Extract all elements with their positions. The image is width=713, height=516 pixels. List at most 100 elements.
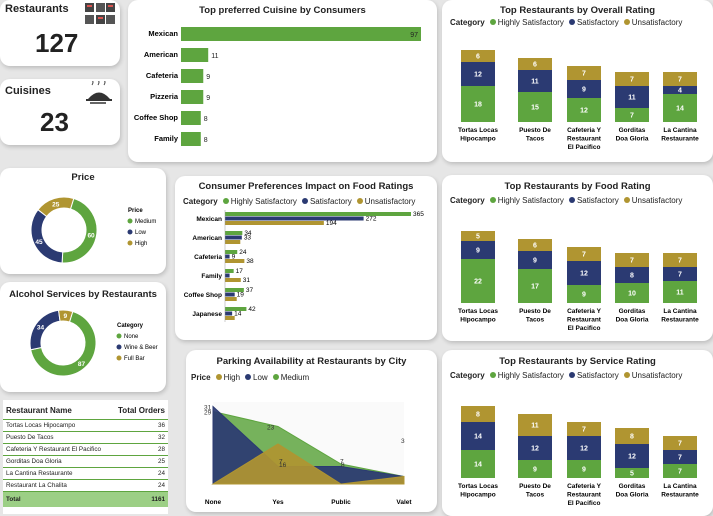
table-row[interactable]: Tortas Locas Hipocampo 36 xyxy=(3,420,168,432)
stacked-value-label: 5 xyxy=(476,234,480,241)
stacked-x-label: Tacos xyxy=(526,492,545,499)
pref-bar xyxy=(225,250,238,254)
stacked-x-label: Hipocampo xyxy=(460,317,495,324)
parking-value-label: 31 xyxy=(204,405,212,412)
donut-legend-dot xyxy=(116,333,122,339)
pref-bar xyxy=(225,235,242,240)
stacked-value-label: 11 xyxy=(676,290,684,297)
stacked-x-label: Gorditas xyxy=(619,483,646,490)
col-total-orders[interactable]: Total Orders xyxy=(118,406,165,415)
stacked-bar-segment xyxy=(518,58,552,70)
stacked-x-label: Puesto De xyxy=(519,308,551,315)
stacked-bar-segment xyxy=(518,251,552,269)
table-row[interactable]: Restaurant La Chalita 24 xyxy=(3,480,168,492)
consumer-pref-title: Consumer Preferences Impact on Food Rati… xyxy=(198,181,414,192)
pref-value-label: 365 xyxy=(413,211,424,218)
price-title: Price xyxy=(71,172,95,183)
stacked-value-label: 7 xyxy=(678,272,682,279)
food-rating-card: Top Restaurants by Food Rating Category … xyxy=(442,175,713,341)
stacked-x-label: Restaurante xyxy=(661,317,699,324)
stacked-value-label: 11 xyxy=(531,79,539,86)
stacked-value-label: 11 xyxy=(628,95,636,102)
pref-bar xyxy=(225,273,230,278)
table-row[interactable]: Cafeteria Y Restaurant El Pacifico 28 xyxy=(3,444,168,456)
row-total-orders: 24 xyxy=(157,470,165,477)
stacked-bar-segment xyxy=(663,267,697,281)
stacked-x-label: Restaurant xyxy=(567,492,602,499)
donut-value-label: 45 xyxy=(35,239,43,246)
consumer-pref-card: Consumer Preferences Impact on Food Rati… xyxy=(175,176,437,340)
stacked-bar-segment xyxy=(461,450,495,478)
service-rating-chart: 14 14 8 Tortas Locas Hipocampo 9 12 11 Puesto De… xyxy=(458,406,699,507)
pref-bar xyxy=(225,311,233,316)
stacked-bar-segment xyxy=(663,281,697,303)
total-value: 1161 xyxy=(151,496,165,503)
pref-bar xyxy=(225,297,237,301)
stacked-value-label: 10 xyxy=(628,291,636,298)
pref-category-label: Cafeteria xyxy=(194,254,222,261)
stacked-bar-segment xyxy=(615,267,649,283)
stacked-bar-segment xyxy=(518,70,552,92)
stacked-bar-segment xyxy=(615,468,649,478)
cloche-icon xyxy=(86,81,112,104)
service-rating-title: Top Restaurants by Service Rating xyxy=(499,356,656,367)
stacked-bar-segment xyxy=(461,231,495,241)
stacked-x-label: El Pacifico xyxy=(568,500,601,507)
row-restaurant-name: Tortas Locas Hipocampo xyxy=(6,422,76,429)
stacked-bar-segment xyxy=(518,269,552,303)
table-row[interactable]: La Cantina Restaurante 24 xyxy=(3,468,168,480)
stacked-x-label: Cafeteria Y xyxy=(567,483,602,490)
donut-value-label: 60 xyxy=(87,232,95,239)
pref-value-label: 17 xyxy=(236,268,244,275)
stacked-bar-segment xyxy=(518,436,552,460)
stacked-bar-segment xyxy=(518,239,552,251)
stacked-value-label: 9 xyxy=(582,467,586,474)
consumer-pref-legend: Category Highly Satisfactory Satisfactor… xyxy=(183,197,416,206)
cuisine-category-label: Cafeteria xyxy=(146,71,179,80)
overall-rating-title: Top Restaurants by Overall Rating xyxy=(499,5,656,16)
cuisine-value-label: 97 xyxy=(410,32,418,39)
stacked-value-label: 7 xyxy=(678,77,682,84)
stacked-value-label: 12 xyxy=(580,108,588,115)
stacked-bar-segment xyxy=(567,285,601,303)
stacked-x-label: Tortas Locas xyxy=(458,308,498,315)
stacked-bar-segment xyxy=(567,247,601,261)
donut-legend-title: Category xyxy=(117,323,144,329)
stacked-x-label: Restaurante xyxy=(661,492,699,499)
stacked-bar-segment xyxy=(567,422,601,436)
cuisine-value-label: 9 xyxy=(206,74,210,81)
stacked-x-label: Gorditas xyxy=(619,308,646,315)
table-row[interactable]: Gorditas Doa Gloria 25 xyxy=(3,456,168,468)
donut-legend-label: High xyxy=(135,241,147,247)
donut-value-label: 87 xyxy=(78,361,86,368)
stacked-value-label: 6 xyxy=(533,243,537,250)
stacked-bar-segment xyxy=(663,86,697,94)
parking-legend: Price High Low Medium xyxy=(191,373,310,382)
price-donut-chart: 60 45 25 Price Medium Low High xyxy=(30,196,156,264)
cuisine-category-label: Pizzeria xyxy=(150,92,179,101)
donut-slice xyxy=(57,309,74,323)
row-total-orders: 25 xyxy=(157,458,165,465)
parking-value-label: 7 xyxy=(340,459,344,466)
stacked-bar-segment xyxy=(518,92,552,122)
stacked-x-label: Doa Gloria xyxy=(616,317,649,324)
parking-x-label: None xyxy=(205,499,222,506)
stacked-x-label: Gorditas xyxy=(619,127,646,134)
kpi-cuisines-card: Cuisines 23 xyxy=(0,79,120,145)
parking-card: Parking Availability at Restaurants by C… xyxy=(186,350,437,512)
stacked-x-label: Hipocampo xyxy=(460,136,495,143)
col-restaurant-name[interactable]: Restaurant Name xyxy=(6,406,72,415)
stacked-x-label: Doa Gloria xyxy=(616,492,649,499)
food-rating-chart: 22 9 5 Tortas Locas Hipocampo 17 9 6 Puesto De Ta… xyxy=(458,231,699,332)
stacked-bar-segment xyxy=(461,241,495,259)
table-row[interactable]: Puesto De Tacos 32 xyxy=(3,432,168,444)
stacked-x-label: El Pacifico xyxy=(568,144,601,151)
pref-value-label: 9 xyxy=(232,254,236,261)
overall-rating-chart: 18 12 6 Tortas Locas Hipocampo 15 11 6 Puesto De… xyxy=(458,50,699,151)
stacked-bar-segment xyxy=(461,50,495,62)
stacked-value-label: 9 xyxy=(582,292,586,299)
service-rating-card: Top Restaurants by Service Rating Catego… xyxy=(442,350,713,516)
pref-value-label: 33 xyxy=(244,235,252,242)
cuisine-category-label: Family xyxy=(154,134,179,143)
stacked-bar-segment xyxy=(567,261,601,285)
